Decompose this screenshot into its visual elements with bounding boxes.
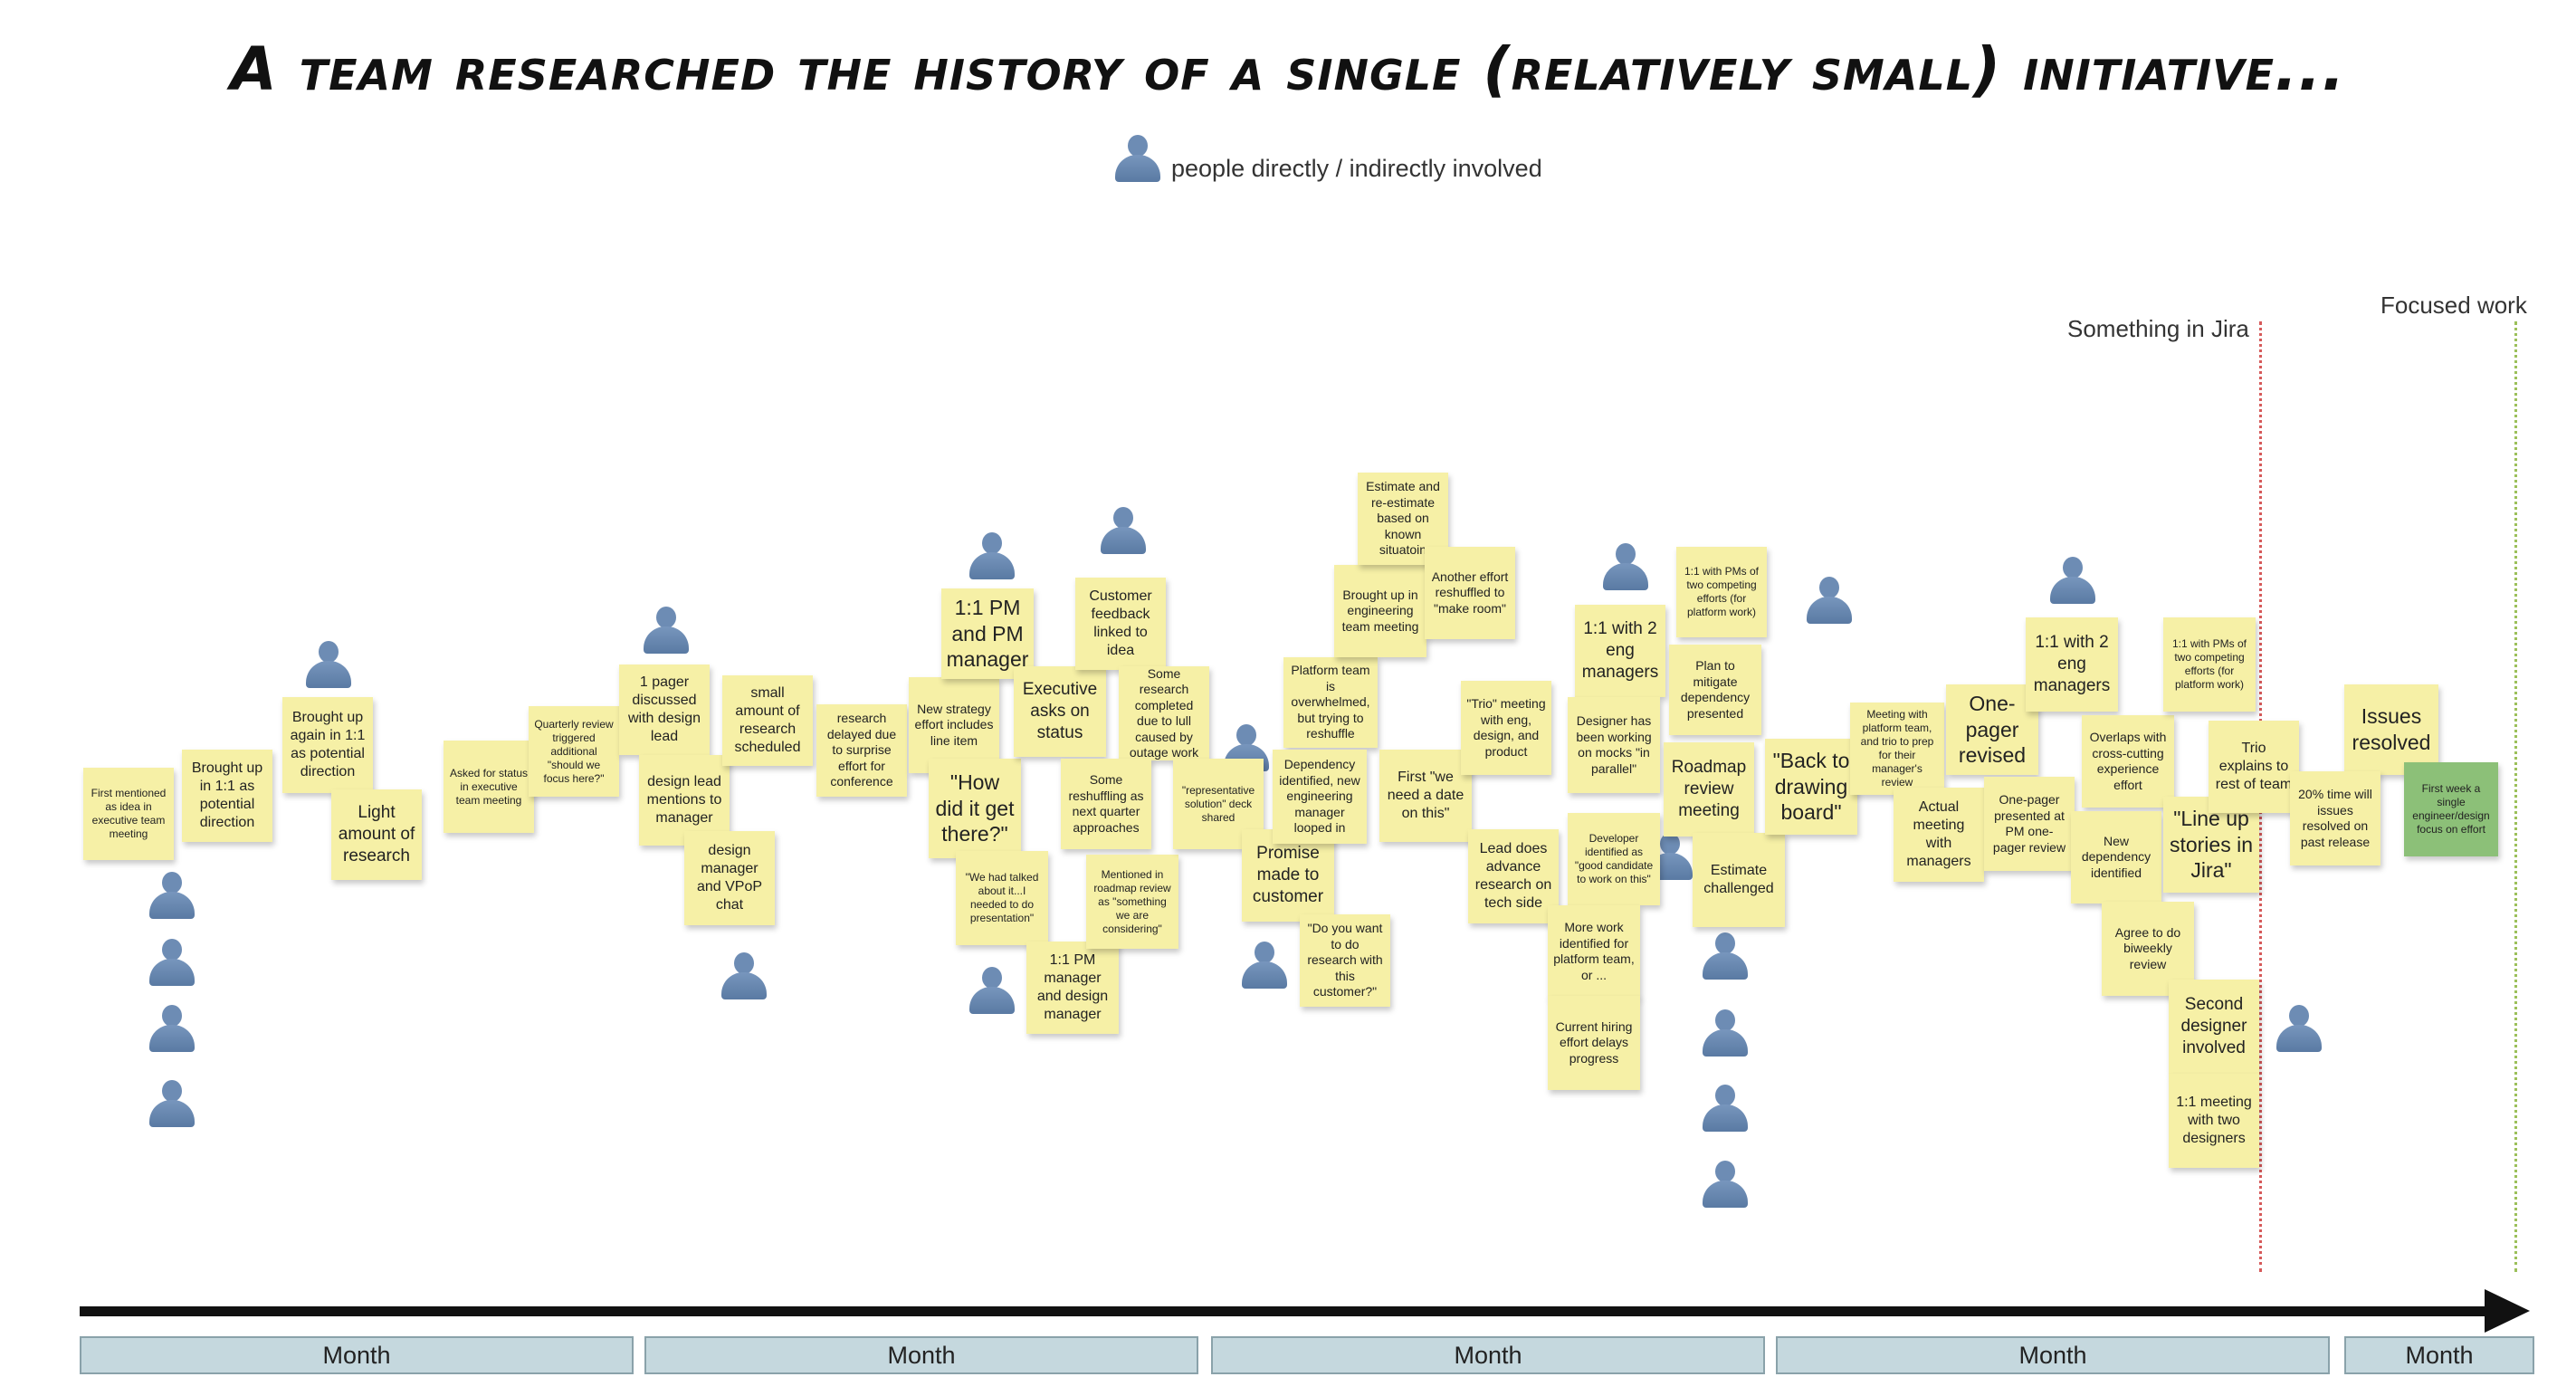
sticky-note: Another effort reshuffled to "make room" [1425,547,1515,639]
person-icon [2276,1005,2322,1054]
sticky-note: One-pager revised [1946,684,2038,775]
sticky-note: 1:1 with PMs of two competing efforts (f… [1676,547,1767,637]
timeline-axis [80,1306,2505,1316]
sticky-note: Overlaps with cross-cutting experience e… [2082,715,2174,808]
sticky-note: Plan to mitigate dependency presented [1669,645,1761,735]
sticky-note: Some reshuffling as next quarter approac… [1061,759,1151,849]
sticky-note: Roadmap review meeting [1664,742,1754,837]
person-icon [1647,833,1693,882]
sticky-note: Executive asks on status [1014,666,1106,757]
sticky-note: Customer feedback linked to idea [1075,578,1166,670]
month-label: Month [1776,1336,2330,1374]
sticky-note: Second designer involved [2169,980,2259,1074]
person-icon [2050,557,2095,606]
month-label: Month [644,1336,1198,1374]
sticky-note: Promise made to customer [1242,829,1334,922]
sticky-note: design lead mentions to manager [639,755,730,846]
timeline-arrowhead [2485,1289,2530,1333]
sticky-note: 1:1 PM manager and design manager [1026,942,1119,1034]
sticky-note: Asked for status in executive team meeti… [444,741,534,833]
jira-marker-label: Something in Jira [2067,315,2249,342]
person-icon [1807,577,1852,626]
sticky-note: Actual meeting with managers [1894,788,1984,882]
month-label: Month [2344,1336,2534,1374]
sticky-note: Light amount of research [331,789,422,880]
sticky-note: small amount of research scheduled [722,675,813,766]
person-icon [1101,507,1146,556]
person-icon [149,939,195,988]
person-icon [149,1005,195,1054]
sticky-note: New strategy effort includes line item [909,677,999,773]
person-icon [1703,1085,1748,1133]
person-icon [1703,1161,1748,1210]
person-icon [1703,1009,1748,1058]
sticky-note: One-pager presented at PM one-pager revi… [1984,777,2075,871]
sticky-note: New dependency identified [2071,811,2161,904]
sticky-note: Meeting with platform team, and trio to … [1850,703,1944,795]
sticky-note: Mentioned in roadmap review as "somethin… [1086,855,1178,949]
sticky-note: Some research completed due to lull caus… [1119,666,1209,760]
sticky-note: 1:1 with 2 eng managers [1575,605,1665,697]
person-icon [306,641,351,690]
sticky-note: Platform team is overwhelmed, but trying… [1283,657,1378,748]
person-icon [644,607,689,655]
page-title: A team researched the history of a singl… [230,34,2346,104]
sticky-note: "Back to drawing board" [1765,739,1857,835]
person-icon [721,952,767,1001]
sticky-note: Trio explains to rest of team [2209,721,2299,813]
person-icon [969,967,1015,1016]
focused-work-marker-line [2514,321,2517,1272]
sticky-note: Quarterly review triggered additional "s… [529,706,619,797]
sticky-note: Agree to do biweekly review [2102,902,2194,996]
person-icon [1603,543,1648,592]
legend-label: people directly / indirectly involved [1171,154,1542,182]
person-icon [969,532,1015,581]
month-label: Month [80,1336,634,1374]
sticky-note: design manager and VPoP chat [684,831,775,925]
sticky-note: Brought up in 1:1 as potential direction [182,750,272,842]
person-icon [1242,942,1287,990]
sticky-note: Brought up again in 1:1 as potential dir… [282,697,373,793]
sticky-note: research delayed due to surprise effort … [816,704,907,797]
sticky-note: 1:1 PM and PM manager [941,588,1034,679]
sticky-note: First "we need a date on this" [1379,750,1472,842]
focused-work-marker-label: Focused work [2380,292,2527,319]
sticky-note: First mentioned as idea in executive tea… [83,768,174,860]
sticky-note: Lead does advance research on tech side [1468,829,1559,923]
sticky-note: Brought up in engineering team meeting [1334,565,1426,657]
person-icon [1703,932,1748,981]
sticky-note-green: First week a single engineer/design focu… [2404,762,2498,856]
sticky-note: Issues resolved [2344,684,2438,775]
sticky-note: Current hiring effort delays progress [1548,996,1640,1090]
sticky-note: "Trio" meeting with eng, design, and pro… [1461,681,1551,775]
sticky-note: 1:1 meeting with two designers [2169,1074,2259,1168]
sticky-note: 1:1 with PMs of two competing efforts (f… [2163,617,2256,712]
sticky-note: "We had talked about it...I needed to do… [956,851,1048,945]
legend: people directly / indirectly involved [1115,134,1542,185]
month-label: Month [1211,1336,1765,1374]
sticky-note: 1 pager discussed with design lead [619,665,710,755]
sticky-note: 1:1 with 2 eng managers [2026,617,2118,712]
sticky-note: Designer has been working on mocks "in p… [1568,697,1660,793]
sticky-note: More work identified for platform team, … [1548,905,1640,998]
person-icon [149,872,195,921]
sticky-note: "Do you want to do research with this cu… [1300,914,1390,1007]
sticky-note: "How did it get there?" [929,759,1021,858]
sticky-note: 20% time will issues resolved on past re… [2290,771,2380,865]
sticky-note: Dependency identified, new engineering m… [1273,750,1367,844]
sticky-note: Estimate challenged [1693,833,1785,927]
person-icon [149,1080,195,1129]
person-icon [1115,135,1160,184]
sticky-note: Developer identified as "good candidate … [1568,813,1660,905]
